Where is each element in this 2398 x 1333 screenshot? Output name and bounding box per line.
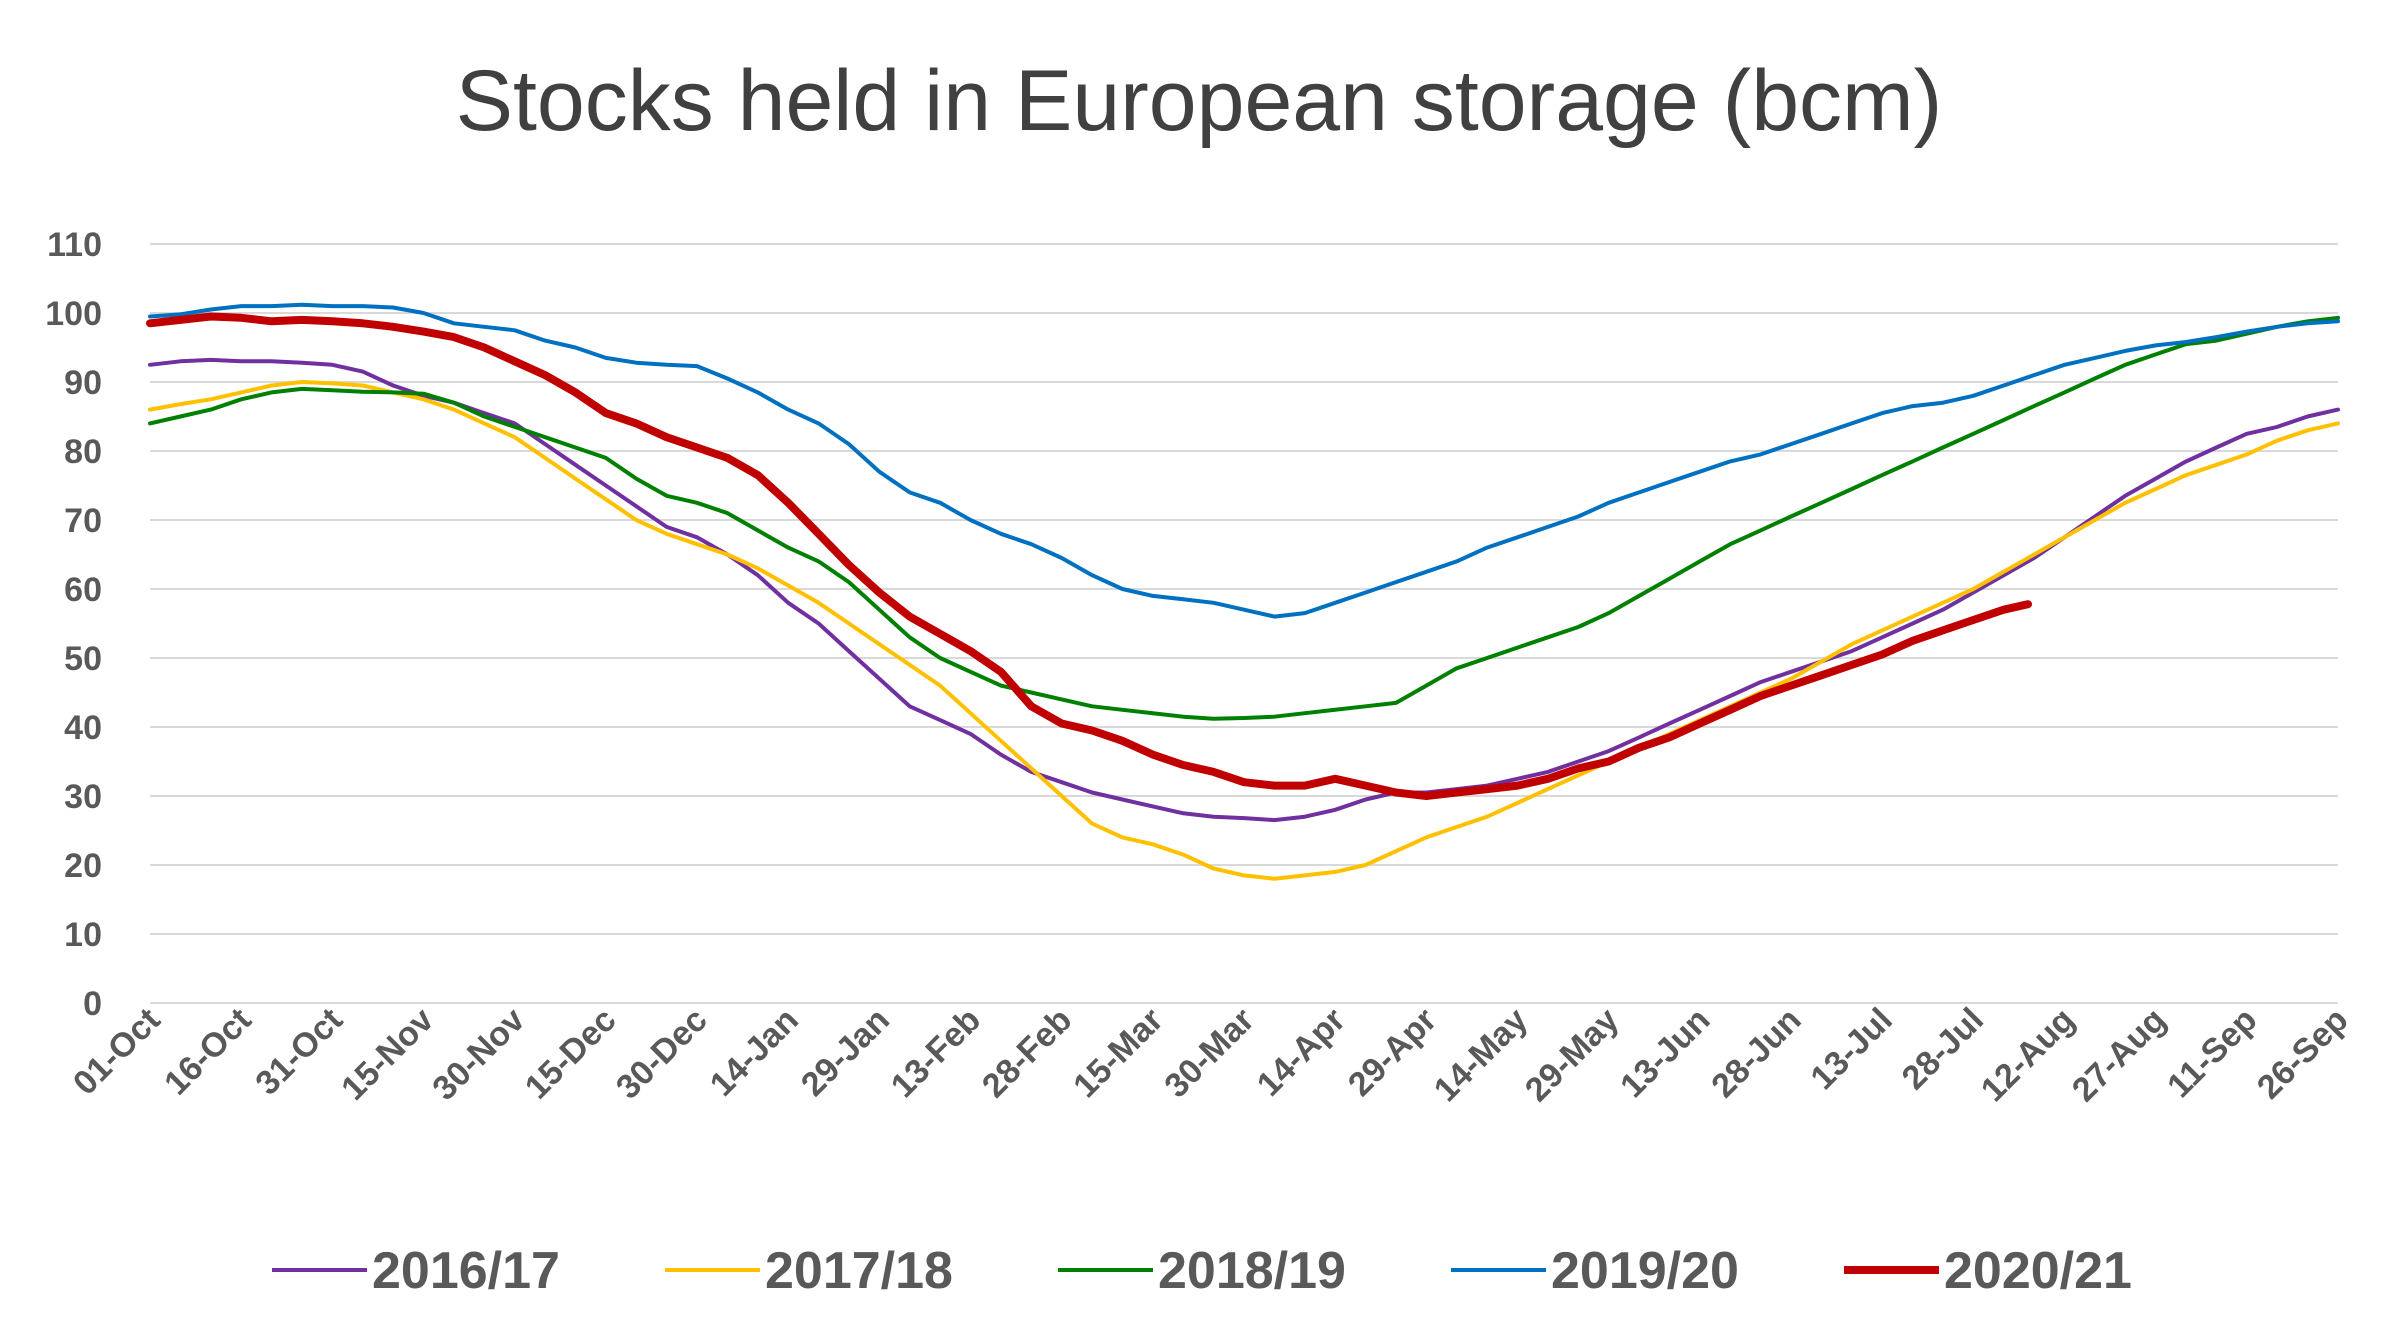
y-axis-ticks: 0 10 20 30 40 50 60 70 80 90 100 110 (45, 226, 102, 1023)
x-tick-label: 30-Dec (609, 1001, 715, 1107)
x-tick-label: 28-Feb (975, 1001, 1079, 1105)
gridlines (150, 243, 2338, 1004)
x-tick-label: 14-Apr (1250, 1001, 1353, 1104)
legend-label: 2020/21 (1944, 1242, 2132, 1300)
x-tick-label: 26-Sep (2250, 1001, 2356, 1107)
series-line-2020-21 (146, 312, 2032, 800)
y-tick-label: 10 (64, 916, 102, 954)
legend-label: 2017/18 (765, 1242, 953, 1300)
x-tick-label: 29-Jan (794, 1001, 897, 1104)
x-tick-label: 13-Jun (1613, 1001, 1717, 1105)
y-tick-label: 110 (47, 226, 102, 264)
x-tick-label: 15-Dec (518, 1001, 624, 1107)
series-line-2018-19 (148, 315, 2340, 721)
series-line-2017-18 (148, 380, 2340, 881)
x-tick-label: 11-Sep (2160, 1001, 2264, 1105)
x-tick-label: 28-Jun (1704, 1001, 1808, 1105)
y-tick-label: 70 (64, 502, 102, 540)
x-tick-label: 16-Oct (157, 1001, 259, 1103)
y-tick-label: 50 (64, 640, 102, 678)
y-tick-label: 0 (83, 985, 102, 1023)
x-tick-label: 29-Apr (1341, 1001, 1444, 1104)
chart-title: Stocks held in European storage (bcm) (456, 53, 1943, 149)
series-line-2016-17 (148, 357, 2340, 823)
x-tick-label: 30-Nov (425, 1001, 532, 1108)
legend-label: 2018/19 (1158, 1242, 1346, 1300)
series-line-2019-20 (148, 302, 2340, 619)
x-tick-label: 13-Jul (1803, 1001, 1899, 1097)
x-tick-label: 14-May (1427, 1001, 1535, 1109)
legend: 2016/17 2017/18 2018/19 2019/20 2020/21 (272, 1242, 2132, 1300)
y-tick-label: 90 (64, 364, 102, 402)
x-tick-label: 13-Feb (884, 1001, 988, 1105)
y-tick-label: 30 (64, 778, 102, 816)
x-tick-label: 31-Oct (248, 1001, 350, 1103)
series-lines (146, 302, 2340, 881)
y-tick-label: 80 (64, 433, 102, 471)
x-tick-label: 30-Mar (1157, 1001, 1261, 1105)
x-tick-label: 01-Oct (66, 1001, 168, 1103)
x-tick-label: 15-Nov (334, 1001, 441, 1108)
y-tick-label: 60 (64, 571, 102, 609)
y-tick-label: 40 (64, 709, 102, 747)
x-tick-label: 14-Jan (703, 1001, 806, 1104)
legend-label: 2016/17 (372, 1242, 560, 1300)
legend-label: 2019/20 (1551, 1242, 1739, 1300)
y-tick-label: 20 (64, 847, 102, 885)
x-tick-label: 27-Aug (2065, 1001, 2173, 1109)
x-tick-label: 29-May (1518, 1001, 1626, 1109)
x-tick-label: 12-Aug (1974, 1001, 2082, 1109)
x-tick-label: 15-Mar (1066, 1001, 1170, 1105)
x-axis-ticks: 01-Oct16-Oct31-Oct15-Nov30-Nov15-Dec30-D… (66, 1001, 2356, 1109)
y-tick-label: 100 (45, 295, 102, 333)
